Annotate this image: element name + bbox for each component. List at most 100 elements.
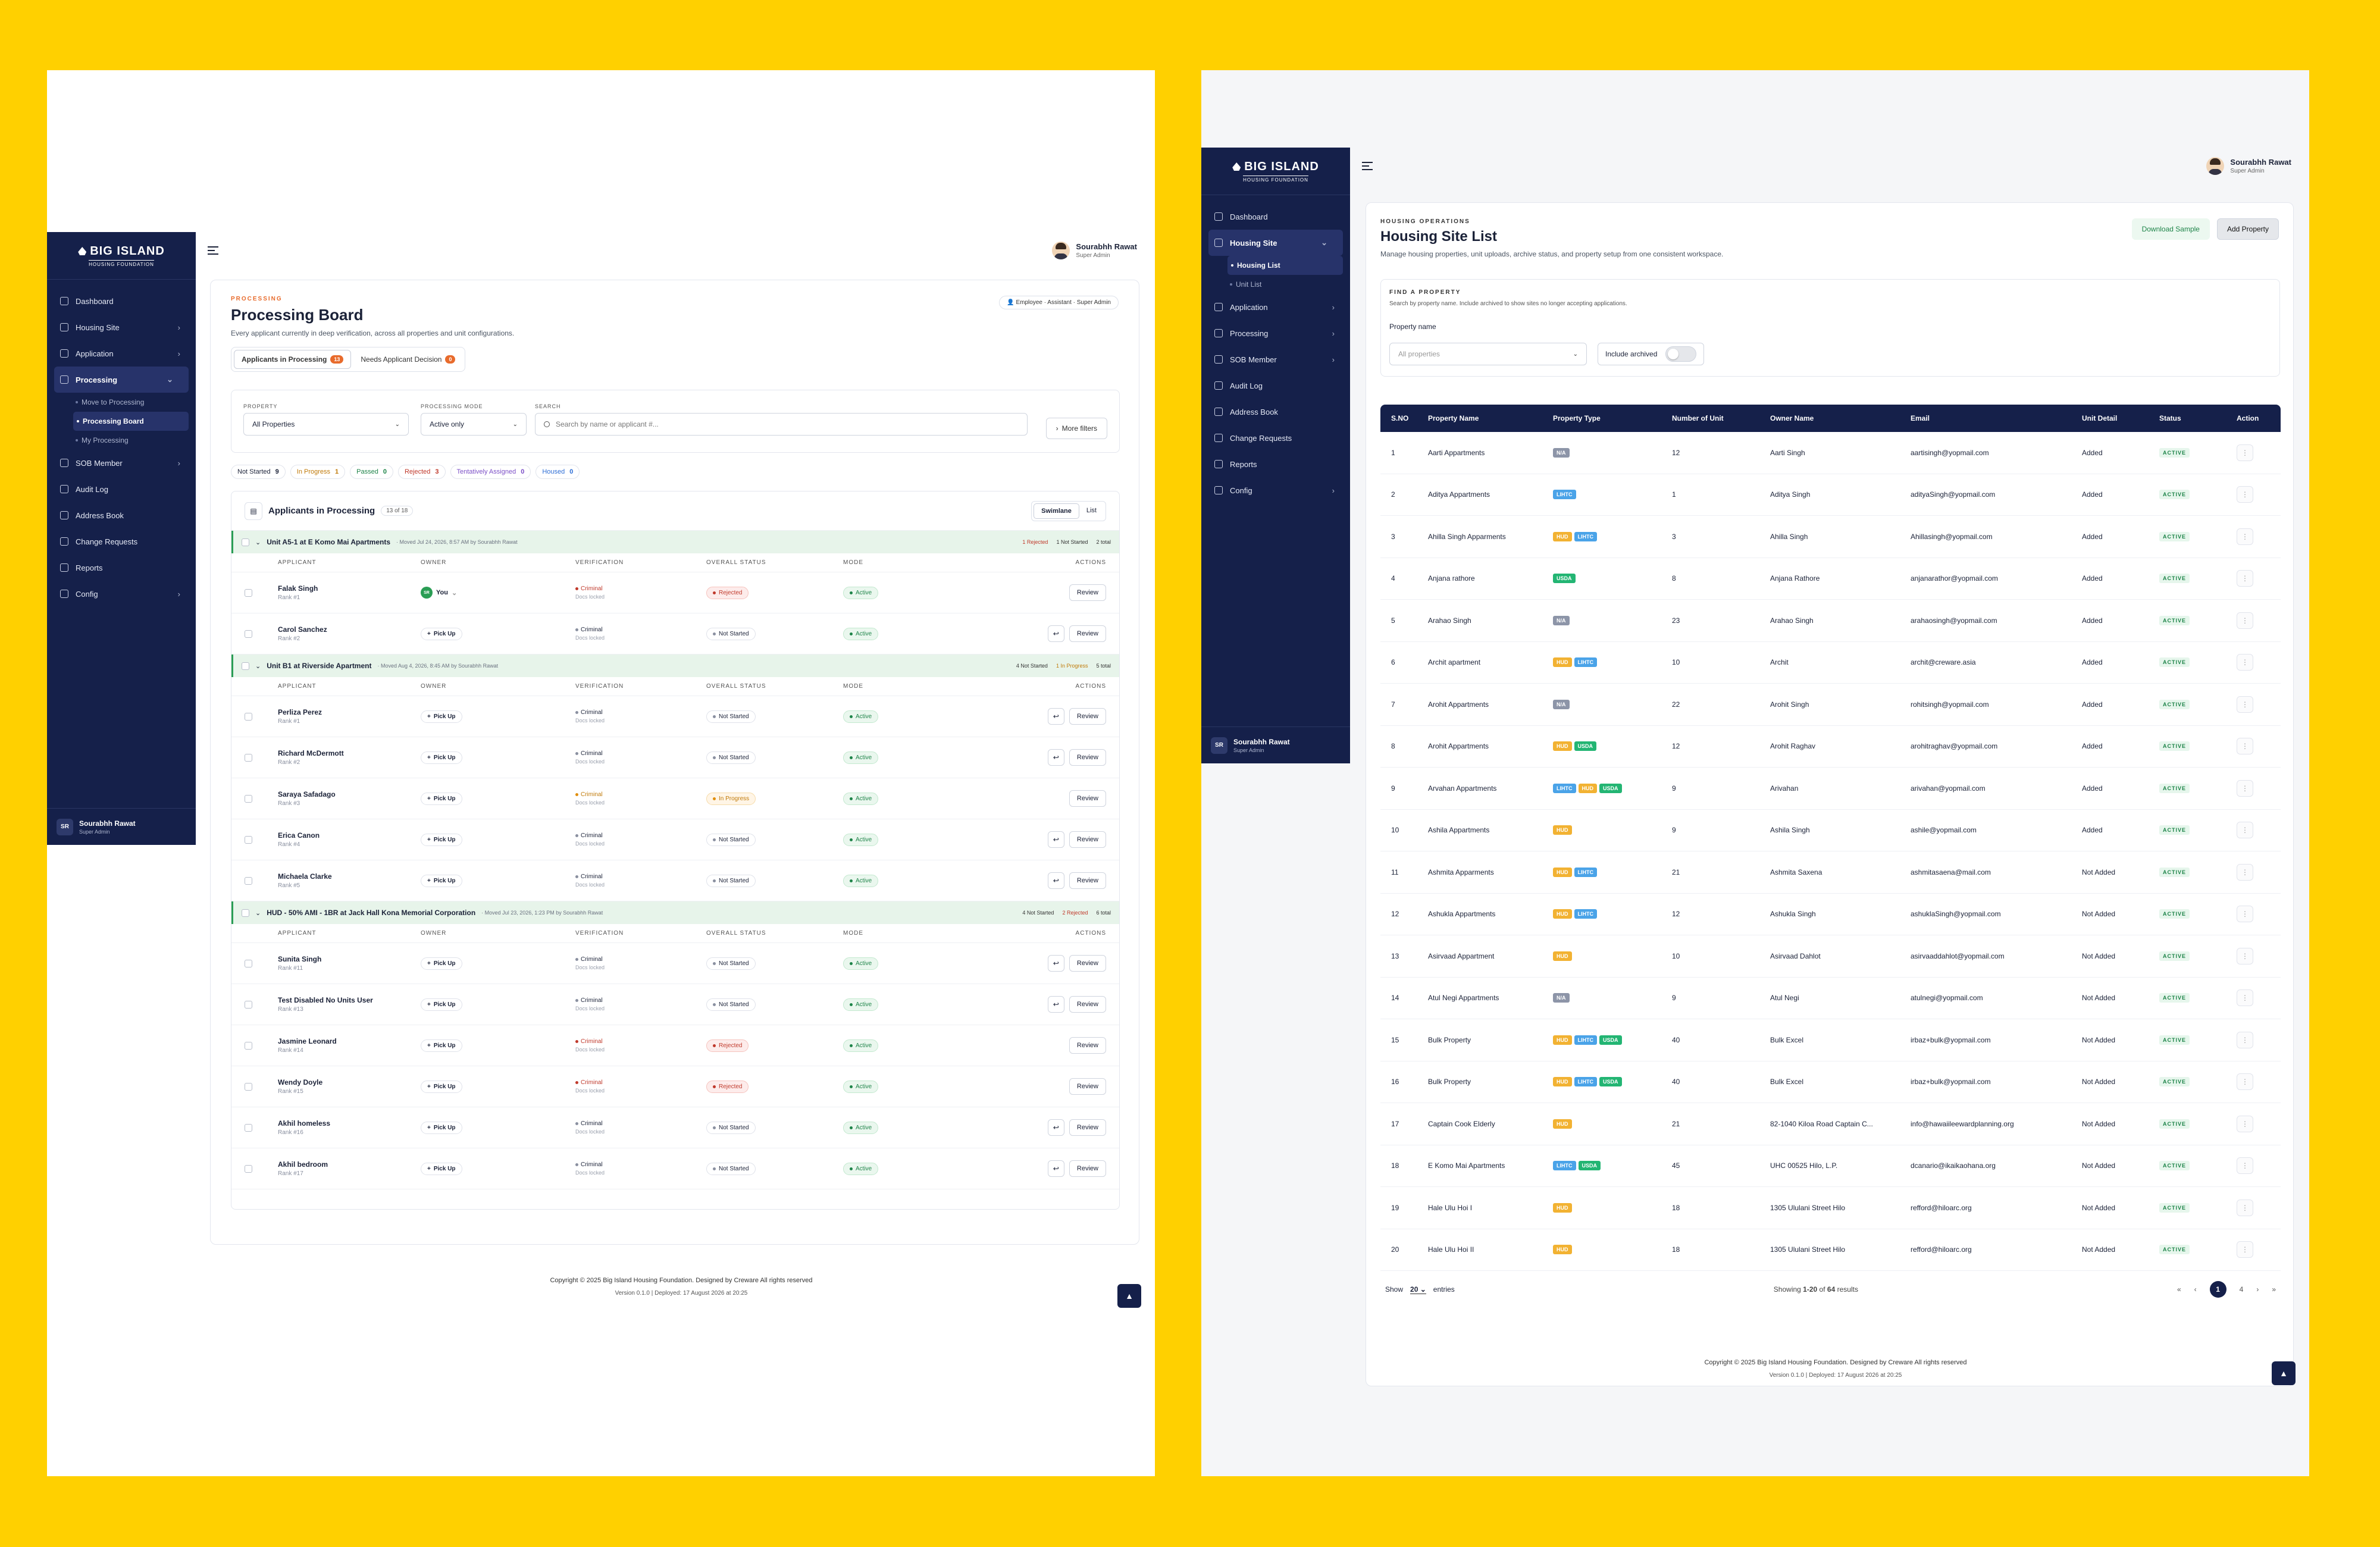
more-actions-icon[interactable]: ⋮ — [2237, 779, 2253, 797]
return-icon[interactable]: ↩ — [1047, 996, 1064, 1013]
property-name[interactable]: Arohit Appartments — [1428, 700, 1489, 709]
swimlane-header[interactable]: ⌄ Unit A5-1 at E Komo Mai Apartments · Mov… — [231, 531, 1119, 553]
table-row[interactable]: 2 Aditya Appartments LIHTC 1 Aditya Singh adi… — [1380, 474, 2281, 516]
table-row[interactable]: 13 Asirvaad Appartment HUD 10 Asirvaad Dahlo… — [1380, 935, 2281, 978]
applicant-name[interactable]: Wendy Doyle — [278, 1078, 323, 1086]
sidebar-item-change-requests[interactable]: Change Requests — [47, 528, 196, 555]
subnav-item-housing-list[interactable]: Housing List — [1227, 256, 1343, 275]
status-chip[interactable]: In Progress 1 — [290, 465, 346, 479]
review-button[interactable]: Review — [1069, 1160, 1106, 1177]
sidebar-item-reports[interactable]: Reports — [1201, 451, 1350, 477]
scroll-top-button[interactable]: ▲ — [2272, 1361, 2296, 1385]
review-button[interactable]: Review — [1069, 1078, 1106, 1095]
table-row[interactable]: 9 Arvahan Appartments LIHTC HUD USDA 9 Arivaha… — [1380, 768, 2281, 810]
property-name[interactable]: Ahilla Singh Apparments — [1428, 532, 1506, 541]
subnav-item-my-processing[interactable]: My Processing — [47, 431, 196, 450]
status-chip[interactable]: Housed 0 — [536, 465, 580, 479]
applicant-row[interactable]: Falak Singh Rank #1 SR You ⌄ Criminal Docs loc… — [231, 572, 1119, 613]
user-menu[interactable]: Sourabhh Rawat Super Admin — [2206, 157, 2291, 175]
property-name[interactable]: Arohit Appartments — [1428, 742, 1489, 751]
chevron-down-icon[interactable]: ⌄ — [255, 909, 261, 917]
group-checkbox[interactable] — [242, 538, 249, 546]
pick-up-button[interactable]: + Pick Up — [421, 998, 462, 1011]
property-name[interactable]: Ashukla Appartments — [1428, 910, 1496, 919]
view-swimlane[interactable]: Swimlane — [1034, 503, 1079, 519]
download-sample-button[interactable]: Download Sample — [2131, 218, 2210, 240]
page-link[interactable]: 4 — [2239, 1285, 2244, 1294]
property-name[interactable]: Bulk Property — [1428, 1078, 1471, 1086]
scroll-top-button[interactable]: ▲ — [1117, 1284, 1141, 1308]
property-name-select[interactable]: All properties ⌄ — [1389, 343, 1587, 365]
page-link[interactable]: » — [2272, 1285, 2276, 1294]
more-actions-icon[interactable]: ⋮ — [2237, 486, 2253, 503]
user-menu[interactable]: Sourabhh Rawat Super Admin — [1052, 242, 1137, 259]
review-button[interactable]: Review — [1069, 872, 1106, 889]
status-chip[interactable]: Rejected 3 — [397, 465, 446, 479]
sidebar-item-sob-member[interactable]: SOB Member › — [1201, 346, 1350, 372]
table-row[interactable]: 3 Ahilla Singh Apparments HUD LIHTC 3 Ahilla … — [1380, 516, 2281, 558]
property-name[interactable]: Ashila Appartments — [1428, 826, 1490, 835]
page-link[interactable]: 1 — [2209, 1281, 2226, 1298]
property-name[interactable]: Anjana rathore — [1428, 574, 1475, 583]
table-row[interactable]: 7 Arohit Appartments N/A 22 Arohit Singh rohi… — [1380, 684, 2281, 726]
more-actions-icon[interactable]: ⋮ — [2237, 1157, 2253, 1175]
property-name[interactable]: Archit apartment — [1428, 658, 1481, 667]
row-checkbox[interactable] — [245, 835, 252, 844]
applicant-row[interactable]: Saraya Safadago Rank #3 + Pick Up Criminal Do… — [231, 778, 1119, 819]
review-button[interactable]: Review — [1069, 1037, 1106, 1054]
applicant-name[interactable]: Perliza Perez — [278, 708, 322, 716]
review-button[interactable]: Review — [1069, 749, 1106, 766]
property-name[interactable]: Aditya Appartments — [1428, 490, 1490, 499]
return-icon[interactable]: ↩ — [1047, 1119, 1064, 1136]
subnav-item-processing-board[interactable]: Processing Board — [73, 412, 189, 431]
review-button[interactable]: Review — [1069, 584, 1106, 601]
property-name[interactable]: Bulk Property — [1428, 1035, 1471, 1044]
include-archived-toggle[interactable] — [1665, 346, 1697, 362]
pick-up-button[interactable]: + Pick Up — [421, 710, 462, 723]
table-row[interactable]: 10 Ashila Appartments HUD 9 Ashila Singh ashi… — [1380, 809, 2281, 851]
applicant-name[interactable]: Akhil bedroom — [278, 1160, 328, 1169]
sidebar-item-application[interactable]: Application › — [1201, 294, 1350, 320]
sidebar-item-application[interactable]: Application › — [47, 340, 196, 367]
row-checkbox[interactable] — [245, 1041, 252, 1050]
sidebar-item-address-book[interactable]: Address Book — [1201, 399, 1350, 425]
row-checkbox[interactable] — [245, 1164, 252, 1173]
applicant-name[interactable]: Falak Singh — [278, 584, 318, 593]
sidebar-item-processing[interactable]: Processing › — [1201, 320, 1350, 346]
subnav-item-move-to-processing[interactable]: Move to Processing — [47, 393, 196, 412]
sidebar-item-audit-log[interactable]: Audit Log — [47, 476, 196, 502]
more-actions-icon[interactable]: ⋮ — [2237, 528, 2253, 545]
page-link[interactable]: « — [2177, 1285, 2181, 1294]
menu-toggle-icon[interactable] — [1362, 162, 1373, 170]
review-button[interactable]: Review — [1069, 955, 1106, 972]
chevron-down-icon[interactable]: ⌄ — [255, 538, 261, 546]
pick-up-button[interactable]: + Pick Up — [421, 751, 462, 764]
applicant-name[interactable]: Carol Sanchez — [278, 625, 327, 634]
return-icon[interactable]: ↩ — [1047, 955, 1064, 972]
sidebar-item-processing[interactable]: Processing ⌄ — [54, 367, 189, 393]
pick-up-button[interactable]: + Pick Up — [421, 1039, 462, 1052]
row-checkbox[interactable] — [245, 794, 252, 803]
table-row[interactable]: 5 Arahao Singh N/A 23 Arahao Singh arahaosing… — [1380, 600, 2281, 642]
pick-up-button[interactable]: + Pick Up — [421, 957, 462, 970]
review-button[interactable]: Review — [1069, 790, 1106, 807]
group-checkbox[interactable] — [242, 662, 249, 670]
more-actions-icon[interactable]: ⋮ — [2237, 863, 2253, 881]
sidebar-item-housing-site[interactable]: Housing Site ⌄ — [1208, 230, 1343, 256]
review-button[interactable]: Review — [1069, 831, 1106, 848]
applicant-row[interactable]: Wendy Doyle Rank #15 + Pick Up Criminal Docs … — [231, 1066, 1119, 1107]
applicant-name[interactable]: Richard McDermott — [278, 749, 344, 757]
applicant-name[interactable]: Erica Canon — [278, 831, 320, 840]
status-chip[interactable]: Passed 0 — [350, 465, 393, 479]
review-button[interactable]: Review — [1069, 708, 1106, 725]
table-row[interactable]: 19 Hale Ulu Hoi I HUD 18 1305 Ululani Street… — [1380, 1187, 2281, 1229]
applicant-row[interactable]: Jasmine Leonard Rank #14 + Pick Up Criminal D… — [231, 1025, 1119, 1066]
applicant-name[interactable]: Test Disabled No Units User — [278, 996, 373, 1004]
sidebar-item-change-requests[interactable]: Change Requests — [1201, 425, 1350, 451]
more-actions-icon[interactable]: ⋮ — [2237, 822, 2253, 839]
pick-up-button[interactable]: + Pick Up — [421, 792, 462, 805]
sidebar-item-housing-site[interactable]: Housing Site › — [47, 314, 196, 340]
brand-logo[interactable]: BIG ISLAND HOUSING FOUNDATION — [47, 232, 196, 280]
sidebar-item-sob-member[interactable]: SOB Member › — [47, 450, 196, 476]
applicant-row[interactable]: Akhil bedroom Rank #17 + Pick Up Criminal Doc… — [231, 1148, 1119, 1189]
